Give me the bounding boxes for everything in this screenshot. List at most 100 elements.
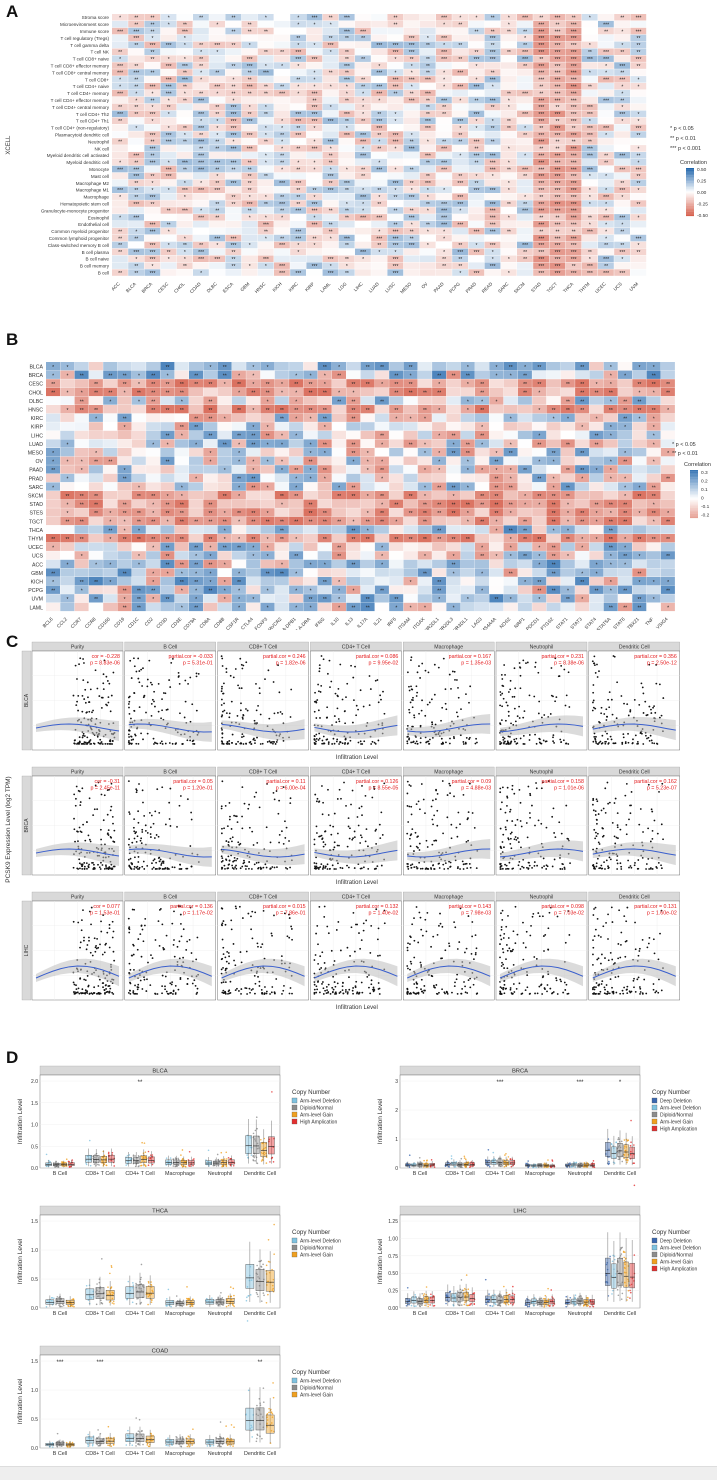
heatmap-b-cell [361, 439, 375, 447]
heatmap-a-row-label: T cell CD4+ (non-regulatory) [51, 126, 109, 131]
heatmap-b-sig: ** [309, 520, 313, 526]
heatmap-b-cell [589, 491, 603, 499]
heatmap-a-cell [258, 97, 274, 104]
scatter-point [84, 735, 86, 737]
heatmap-a-col-label: LGG [337, 281, 348, 292]
heatmap-a-sig: *** [182, 188, 188, 194]
heatmap-b-sig: * [510, 537, 512, 543]
heatmap-b-cell [160, 422, 174, 430]
heatmap-b-sig: * [467, 597, 469, 603]
heatmap-a-sig: * [638, 112, 640, 118]
heatmap-b-cell [60, 525, 74, 533]
heatmap-b-cell [146, 560, 160, 568]
heatmap-b-sig: ** [151, 494, 155, 500]
heatmap-b-sig: ** [380, 494, 384, 500]
heatmap-a-sig: *** [279, 202, 285, 208]
heatmap-b-cell [346, 474, 360, 482]
heatmap-a-sig: * [508, 181, 510, 187]
heatmap-a-sig: * [297, 43, 299, 49]
heatmap-a-sig: * [524, 154, 526, 160]
heatmap-b-cell [261, 474, 275, 482]
heatmap-b-cell [175, 551, 189, 559]
heatmap-b-sig: * [610, 434, 612, 440]
heatmap-a-sig: * [265, 264, 267, 270]
heatmap-b-sig: ** [480, 554, 484, 560]
heatmap-b-sig: * [381, 382, 383, 388]
heatmap-b-cell [332, 474, 346, 482]
heatmap-b-sig: ** [80, 520, 84, 526]
heatmap-a-cell [436, 180, 452, 187]
heatmap-b-sig: ** [523, 537, 527, 543]
heatmap-a-sig: * [216, 119, 218, 125]
heatmap-a-cell [274, 42, 290, 49]
heatmap-b-sig: * [610, 588, 612, 594]
scatter-point [276, 741, 278, 743]
scatter-point [87, 681, 89, 683]
heatmap-a-row-label: Mast cell [91, 174, 109, 179]
heatmap-a-sig: *** [231, 243, 237, 249]
heatmap-b-sig: ** [223, 442, 227, 448]
heatmap-a-sig: ** [588, 216, 592, 222]
heatmap-b-sig: * [252, 373, 254, 379]
heatmap-a-sig: * [297, 160, 299, 166]
heatmap-b-sig: ** [94, 391, 98, 397]
heatmap-b-cell [318, 431, 332, 439]
scatter-point [88, 701, 90, 703]
scatter-point [89, 740, 91, 742]
heatmap-a-legend-swatch [686, 186, 694, 187]
heatmap-a-sig: *** [133, 216, 139, 222]
heatmap-b-cell [160, 482, 174, 490]
heatmap-b-row-label: GBM [31, 571, 43, 577]
heatmap-a-sig: ** [118, 271, 122, 277]
heatmap-b-cell [375, 577, 389, 585]
scatter-point [270, 742, 272, 744]
heatmap-b-sig: * [410, 606, 412, 612]
scatter-point [240, 702, 242, 704]
heatmap-b-cell [146, 551, 160, 559]
heatmap-a-sig: * [281, 119, 283, 125]
heatmap-a-sig: ** [345, 257, 349, 263]
scatter-point [151, 703, 153, 705]
heatmap-a-sig: *** [133, 202, 139, 208]
heatmap-a-cell [355, 21, 371, 28]
heatmap-b-sig: ** [94, 597, 98, 603]
heatmap-b-sig: * [581, 571, 583, 577]
heatmap-a-sig: *** [231, 160, 237, 166]
scatter-point [468, 702, 470, 704]
heatmap-a-cell [468, 221, 484, 228]
heatmap-b-cell [432, 560, 446, 568]
heatmap-b-legend-swatch [690, 505, 698, 506]
scatter-point [242, 665, 244, 667]
heatmap-b-sig: ** [480, 502, 484, 508]
heatmap-b-sig: ** [337, 494, 341, 500]
heatmap-b-sig: ** [523, 373, 527, 379]
heatmap-a-cell [274, 21, 290, 28]
heatmap-b-cell [461, 543, 475, 551]
heatmap-b-cell [218, 568, 232, 576]
scatter-point [257, 705, 259, 707]
heatmap-a-row-label: B cell naive [86, 257, 110, 262]
heatmap-b-sig: ** [166, 434, 170, 440]
heatmap-a-sig: *** [619, 271, 625, 277]
heatmap-a-cell [404, 118, 420, 125]
heatmap-b-cell [146, 482, 160, 490]
heatmap-b-cell [561, 543, 575, 551]
heatmap-b-cell [89, 439, 103, 447]
heatmap-a-sig: *** [441, 167, 447, 173]
heatmap-a-sig: *** [538, 154, 544, 160]
heatmap-a-cell [290, 138, 306, 145]
heatmap-a-cell [501, 131, 517, 138]
heatmap-b-sig: * [109, 399, 111, 405]
heatmap-b-cell [203, 439, 217, 447]
heatmap-a-cell [630, 207, 646, 214]
heatmap-a-cell [209, 97, 225, 104]
heatmap-a-sig: * [476, 174, 478, 180]
scatter-point [221, 658, 223, 660]
heatmap-b-cell [289, 422, 303, 430]
heatmap-a-cell [225, 228, 241, 235]
heatmap-b-sig: * [424, 485, 426, 491]
heatmap-b-cell [389, 543, 403, 551]
heatmap-a-sig: *** [538, 22, 544, 28]
scatter-point [338, 743, 340, 745]
heatmap-b-sig: * [638, 391, 640, 397]
